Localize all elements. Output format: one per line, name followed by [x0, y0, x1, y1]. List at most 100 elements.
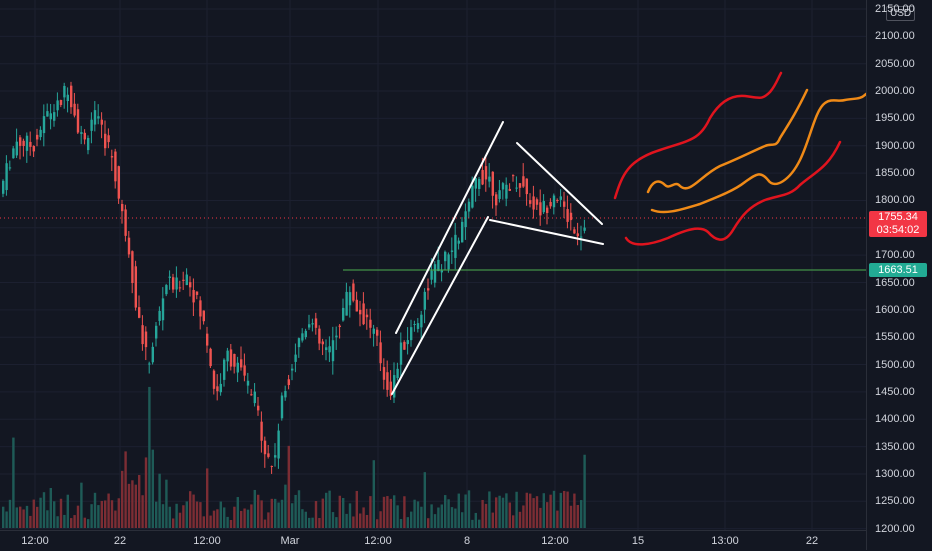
candle-body[interactable]	[365, 314, 369, 318]
candle-body[interactable]	[437, 259, 440, 272]
candle-body[interactable]	[257, 405, 260, 411]
candle-body[interactable]	[457, 240, 460, 244]
candle-body[interactable]	[355, 299, 358, 312]
candle-body[interactable]	[522, 176, 525, 187]
candle-body[interactable]	[263, 440, 267, 455]
candle-body[interactable]	[216, 386, 219, 392]
candle-body[interactable]	[386, 372, 389, 390]
wedge-upper-line[interactable]	[516, 142, 603, 225]
candle-body[interactable]	[379, 342, 382, 364]
candle-body[interactable]	[399, 342, 403, 365]
candle-body[interactable]	[25, 135, 29, 151]
candle-body[interactable]	[73, 103, 76, 116]
candle-body[interactable]	[413, 323, 416, 325]
candle-body[interactable]	[80, 132, 83, 135]
candle-body[interactable]	[212, 370, 216, 389]
candle-body[interactable]	[559, 196, 562, 200]
candle-body[interactable]	[56, 100, 59, 111]
candle-body[interactable]	[433, 264, 437, 283]
candle-body[interactable]	[90, 119, 93, 131]
candle-body[interactable]	[284, 390, 287, 398]
candle-body[interactable]	[525, 178, 528, 195]
candle-body[interactable]	[304, 330, 307, 338]
candle-body[interactable]	[515, 187, 518, 189]
candle-body[interactable]	[280, 395, 284, 419]
candle-body[interactable]	[501, 183, 505, 190]
candle-body[interactable]	[498, 190, 501, 199]
candle-body[interactable]	[512, 175, 515, 177]
candle-body[interactable]	[168, 276, 171, 278]
candle-body[interactable]	[348, 292, 352, 306]
candle-body[interactable]	[195, 291, 199, 295]
candle-body[interactable]	[321, 341, 324, 345]
channel-upper-line[interactable]	[395, 121, 504, 334]
candle-body[interactable]	[335, 335, 338, 338]
candle-body[interactable]	[297, 338, 301, 348]
rising-channel-drawing[interactable]	[391, 121, 504, 395]
candle-body[interactable]	[406, 340, 409, 345]
candle-body[interactable]	[22, 140, 25, 147]
candle-body[interactable]	[539, 202, 542, 216]
candle-body[interactable]	[342, 307, 345, 321]
candle-body[interactable]	[287, 379, 290, 386]
candle-body[interactable]	[318, 328, 321, 344]
red-lower-band[interactable]	[624, 140, 842, 246]
candle-body[interactable]	[546, 207, 549, 214]
orange-upper-band[interactable]	[646, 88, 809, 194]
candle-body[interactable]	[178, 287, 182, 289]
candle-body[interactable]	[389, 381, 392, 396]
candle-body[interactable]	[138, 307, 141, 318]
candle-body[interactable]	[495, 194, 498, 206]
candle-body[interactable]	[277, 430, 280, 459]
candle-body[interactable]	[576, 233, 579, 237]
candle-body[interactable]	[430, 270, 433, 280]
candle-body[interactable]	[134, 266, 137, 308]
candle-body[interactable]	[155, 325, 158, 339]
candle-body[interactable]	[209, 348, 212, 367]
candle-body[interactable]	[552, 195, 556, 208]
candle-body[interactable]	[542, 200, 545, 213]
candle-body[interactable]	[345, 291, 348, 316]
candle-body[interactable]	[39, 129, 42, 138]
candle-body[interactable]	[420, 314, 423, 328]
candle-body[interactable]	[165, 285, 168, 295]
candle-body[interactable]	[59, 99, 63, 105]
candle-body[interactable]	[369, 319, 372, 328]
candle-body[interactable]	[243, 365, 246, 376]
candle-body[interactable]	[359, 309, 362, 315]
candle-body[interactable]	[505, 184, 508, 199]
candle-body[interactable]	[121, 204, 124, 212]
candle-body[interactable]	[19, 137, 22, 146]
falling-wedge-drawing[interactable]	[489, 142, 604, 245]
candle-body[interactable]	[141, 325, 144, 345]
price-chart[interactable]	[0, 0, 866, 530]
candle-body[interactable]	[372, 328, 375, 334]
candle-body[interactable]	[535, 199, 539, 205]
candle-body[interactable]	[427, 288, 430, 291]
candle-body[interactable]	[566, 209, 569, 222]
candle-body[interactable]	[93, 110, 97, 125]
candle-body[interactable]	[274, 455, 277, 458]
candle-body[interactable]	[117, 166, 120, 199]
candlesticks[interactable]	[2, 81, 586, 474]
candle-body[interactable]	[199, 300, 202, 317]
candle-body[interactable]	[491, 171, 494, 196]
candle-body[interactable]	[253, 391, 256, 404]
candle-body[interactable]	[447, 254, 450, 270]
candle-body[interactable]	[189, 282, 192, 288]
candle-body[interactable]	[311, 323, 314, 325]
candle-body[interactable]	[396, 368, 399, 379]
candle-body[interactable]	[182, 279, 185, 281]
candle-body[interactable]	[192, 289, 195, 303]
candle-body[interactable]	[382, 367, 386, 380]
candle-body[interactable]	[87, 137, 90, 151]
candle-body[interactable]	[508, 188, 511, 191]
candle-body[interactable]	[5, 163, 8, 191]
candle-body[interactable]	[474, 178, 477, 189]
candle-body[interactable]	[352, 283, 355, 301]
candle-body[interactable]	[403, 341, 406, 350]
candle-body[interactable]	[308, 324, 311, 328]
candle-body[interactable]	[240, 359, 243, 368]
candle-body[interactable]	[461, 221, 464, 243]
wedge-lower-line[interactable]	[489, 219, 604, 245]
